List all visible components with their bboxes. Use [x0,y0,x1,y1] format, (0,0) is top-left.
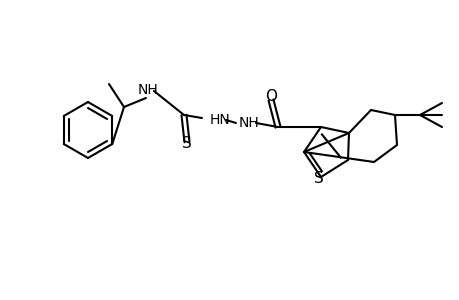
Text: NH: NH [239,116,259,130]
Text: S: S [182,136,191,151]
Text: O: O [264,89,276,104]
Text: HN: HN [210,113,230,127]
Text: NH: NH [137,83,158,97]
Text: S: S [313,171,323,186]
